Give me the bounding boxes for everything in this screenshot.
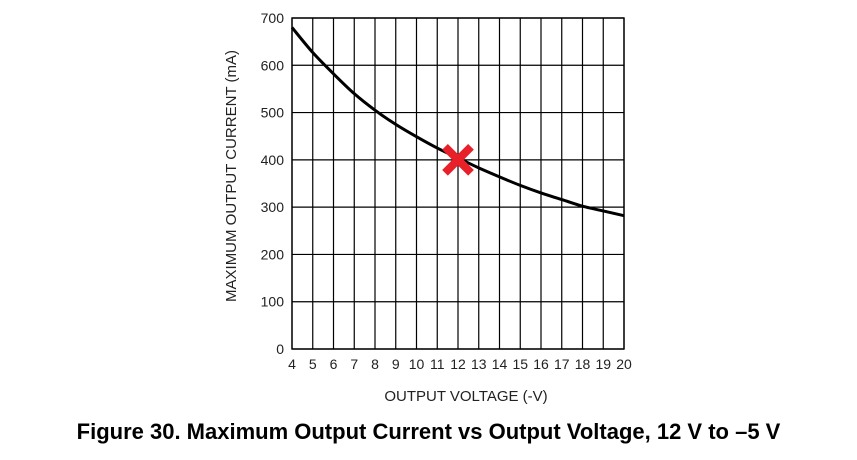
- x-marker: [442, 144, 474, 176]
- y-tick-labels: 0 100 200 300 400 500 600 700: [261, 10, 285, 357]
- y-tick-label: 600: [261, 57, 285, 73]
- annotation-layer: [442, 144, 474, 176]
- x-tick-label: 15: [512, 356, 528, 372]
- x-axis-label: OUTPUT VOLTAGE (-V): [384, 388, 547, 405]
- x-tick-label: 8: [371, 356, 379, 372]
- x-tick-label: 16: [533, 356, 549, 372]
- x-tick-label: 11: [430, 356, 445, 372]
- x-tick-label: 10: [409, 356, 425, 372]
- x-tick-label: 9: [392, 356, 400, 372]
- y-tick-label: 500: [261, 105, 285, 121]
- x-tick-label: 20: [616, 356, 632, 372]
- x-tick-label: 18: [575, 356, 591, 372]
- y-tick-label: 400: [261, 152, 285, 168]
- grid: [291, 17, 625, 350]
- x-tick-label: 5: [309, 356, 317, 372]
- x-tick-labels: 4 5 6 7 8 9 10 11 12 13 14 15 16 17 18 19 20: [288, 356, 632, 372]
- x-tick-label: 17: [554, 356, 570, 372]
- x-tick-label: 6: [330, 356, 338, 372]
- y-tick-label: 300: [261, 199, 285, 215]
- x-tick-label: 12: [450, 356, 466, 372]
- y-tick-label: 200: [261, 246, 285, 262]
- y-tick-label: 700: [261, 10, 285, 26]
- y-tick-label: 0: [276, 341, 284, 357]
- figure-caption: Figure 30. Maximum Output Current vs Out…: [76, 419, 781, 444]
- x-tick-label: 14: [492, 356, 508, 372]
- x-tick-label: 19: [595, 356, 611, 372]
- y-axis-label: MAXIMUM OUTPUT CURRENT (mA): [223, 50, 240, 302]
- x-tick-label: 7: [350, 356, 358, 372]
- x-tick-label: 4: [288, 356, 296, 372]
- x-tick-label: 13: [471, 356, 487, 372]
- y-tick-label: 100: [261, 294, 285, 310]
- plot-frame: [291, 17, 625, 350]
- chart: 4 5 6 7 8 9 10 11 12 13 14 15 16 17 18 19 20 01002003004…: [223, 10, 632, 405]
